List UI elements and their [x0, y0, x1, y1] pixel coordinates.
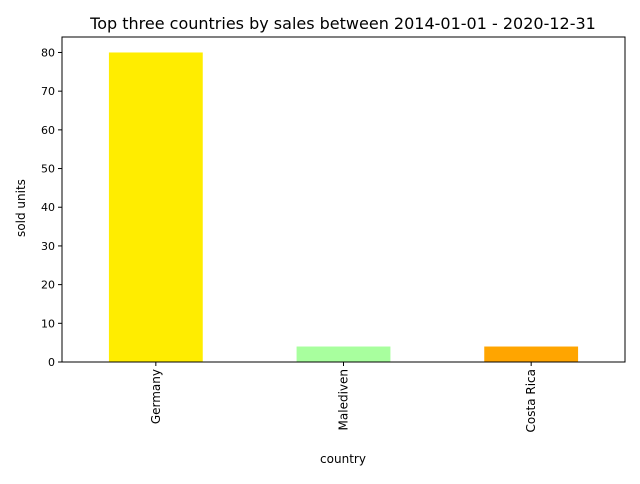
- bar-costa-rica: [484, 346, 579, 362]
- y-tick-label: 30: [41, 240, 55, 253]
- bar-malediven: [296, 346, 391, 362]
- x-axis-label: country: [320, 452, 366, 466]
- bar-germany: [108, 52, 203, 362]
- bars-layer: [108, 52, 579, 362]
- y-tick-label: 20: [41, 279, 55, 292]
- y-tick-label: 50: [41, 163, 55, 176]
- y-tick-label: 60: [41, 124, 55, 137]
- y-tick-label: 0: [48, 356, 55, 369]
- y-axis-label: sold units: [14, 179, 28, 237]
- axes-layer: 0 10 20 30 40 50 60 70 80 Germany Malediven Costa R…: [41, 36, 626, 432]
- y-tick-label: 80: [41, 46, 55, 59]
- x-tick-label: Germany: [149, 369, 163, 424]
- x-tick-label: Malediven: [337, 369, 351, 430]
- y-tick-label: 10: [41, 317, 55, 330]
- y-tick-label: 70: [41, 85, 55, 98]
- x-tick-label: Costa Rica: [524, 369, 538, 432]
- chart-title: Top three countries by sales between 201…: [89, 14, 596, 33]
- y-tick-label: 40: [41, 201, 55, 214]
